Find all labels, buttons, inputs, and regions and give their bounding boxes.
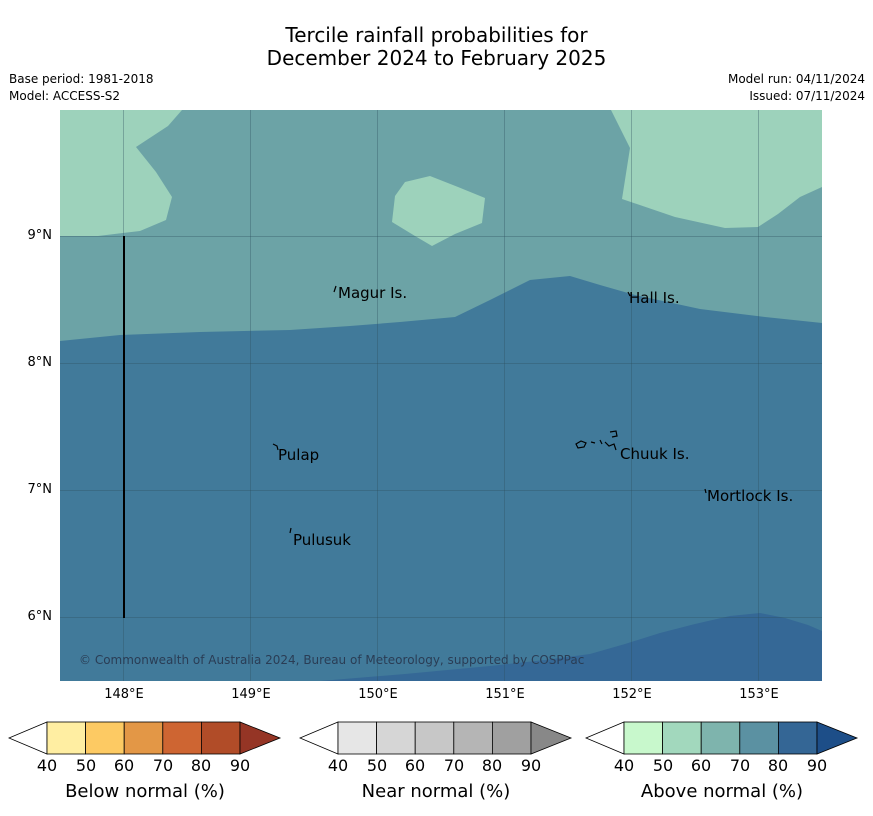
- below-normal-swatch-50-60: [85, 721, 125, 755]
- near-normal-swatch-over: [530, 721, 573, 755]
- base-period: Base period: 1981-2018: [9, 72, 154, 86]
- below-normal-swatch-under: [8, 721, 48, 755]
- above-tick-60: 60: [690, 756, 712, 775]
- map-gridlines: [60, 110, 822, 681]
- below-normal-colorbar: [8, 721, 282, 755]
- near-normal-swatch-60-70: [414, 721, 455, 755]
- near-normal-swatch-80-90: [491, 721, 532, 755]
- below-normal-swatch-80-90: [200, 721, 241, 755]
- fill-above-50-nw: [60, 110, 182, 236]
- above-tick-70: 70: [729, 756, 751, 775]
- near-tick-70: 70: [443, 756, 465, 775]
- near-normal-swatch-70-80: [453, 721, 493, 755]
- copyright-notice: © Commonwealth of Australia 2024, Bureau…: [79, 653, 585, 667]
- above-tick-40: 40: [613, 756, 635, 775]
- place-pulap: Pulap: [278, 446, 320, 464]
- near-tick-60: 60: [404, 756, 426, 775]
- above-normal-swatch-under: [585, 721, 625, 755]
- island-markers: [272, 285, 707, 534]
- above-normal-swatch-60-70: [700, 721, 741, 755]
- place-chuuk-islands: Chuuk Is.: [620, 445, 690, 463]
- below-tick-90: 90: [229, 756, 251, 775]
- map-title-line-1: Tercile rainfall probabilities for: [285, 23, 588, 47]
- below-normal-swatch-70-80: [162, 721, 202, 755]
- near-tick-80: 80: [481, 756, 503, 775]
- model-name: Model: ACCESS-S2: [9, 89, 121, 103]
- lon-label-149e: 149°E: [231, 687, 271, 702]
- below-normal-label: Below normal (%): [65, 781, 225, 802]
- above-tick-80: 80: [767, 756, 789, 775]
- near-normal-swatch-under: [299, 721, 339, 755]
- lat-label-9n: 9°N: [27, 228, 53, 243]
- above-normal-swatch-80-90: [777, 721, 818, 755]
- lon-label-153e: 153°E: [739, 687, 779, 702]
- map-title-line-2: December 2024 to February 2025: [266, 46, 607, 70]
- place-magur-islands: Magur Is.: [338, 284, 408, 302]
- near-normal-swatch-40-50: [337, 721, 377, 755]
- below-tick-60: 60: [113, 756, 135, 775]
- near-normal-colorbar: [299, 721, 573, 755]
- above-normal-swatch-70-80: [739, 721, 779, 755]
- lat-label-6n: 6°N: [27, 609, 53, 624]
- below-normal-swatch-over: [239, 721, 282, 755]
- near-normal-label: Near normal (%): [361, 781, 511, 802]
- issued-date: Issued: 07/11/2024: [749, 89, 865, 103]
- below-tick-70: 70: [152, 756, 174, 775]
- model-run: Model run: 04/11/2024: [727, 72, 865, 86]
- above-tick-90: 90: [806, 756, 828, 775]
- lon-label-150e: 150°E: [358, 687, 398, 702]
- lon-label-148e: 148°E: [104, 687, 144, 702]
- above-normal-swatch-40-50: [623, 721, 663, 755]
- place-pulusuk: Pulusuk: [293, 531, 351, 549]
- fill-above-50-center: [392, 176, 485, 246]
- probability-map: [60, 110, 822, 681]
- near-tick-90: 90: [520, 756, 542, 775]
- above-normal-colorbar: [585, 721, 859, 755]
- lon-label-151e: 151°E: [485, 687, 525, 702]
- above-tick-50: 50: [652, 756, 674, 775]
- below-tick-80: 80: [190, 756, 212, 775]
- fill-above-80-90: [320, 613, 822, 681]
- below-normal-swatch-60-70: [123, 721, 164, 755]
- above-normal-swatch-over: [816, 721, 859, 755]
- above-normal-swatch-50-60: [662, 721, 702, 755]
- below-tick-50: 50: [75, 756, 97, 775]
- lon-label-152e: 152°E: [612, 687, 652, 702]
- near-normal-swatch-50-60: [376, 721, 416, 755]
- below-normal-swatch-40-50: [46, 721, 86, 755]
- place-hall-islands: Hall Is.: [629, 289, 680, 307]
- above-normal-label: Above normal (%): [640, 781, 804, 802]
- fill-above-50-ne: [611, 110, 822, 228]
- near-tick-50: 50: [366, 756, 388, 775]
- place-mortlock-islands: Mortlock Is.: [707, 487, 794, 505]
- near-tick-40: 40: [327, 756, 349, 775]
- lat-label-8n: 8°N: [27, 355, 53, 370]
- below-tick-40: 40: [36, 756, 58, 775]
- lat-label-7n: 7°N: [27, 482, 53, 497]
